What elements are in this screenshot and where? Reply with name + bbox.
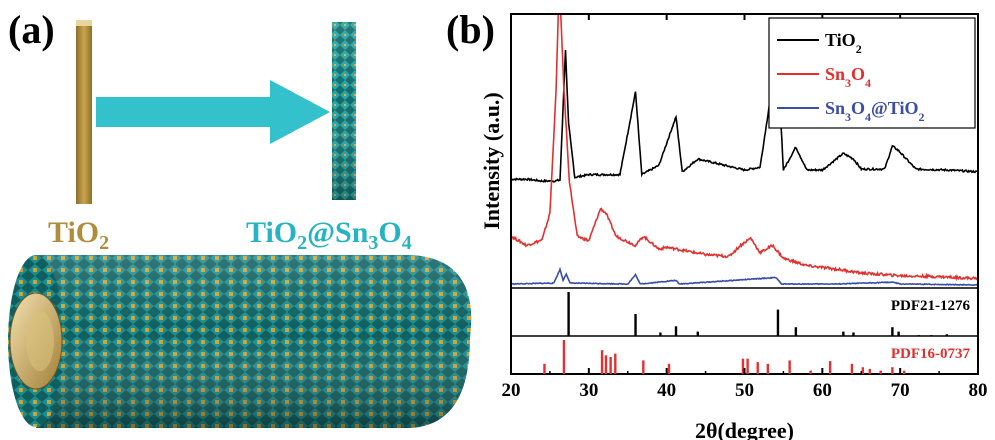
series-line-sn3o4_tio2 [511, 266, 978, 287]
tio2-sn3o4-label: TiO2@Sn3O4 [246, 216, 412, 254]
panel-a-label: (a) [8, 7, 55, 52]
x-tick-label-1: 30 [579, 380, 598, 401]
x-tick-label-2: 40 [657, 380, 676, 401]
nanorod-cylinder [8, 255, 472, 428]
x-tick-label-5: 70 [891, 380, 910, 401]
series-line-sn3o4 [511, 14, 978, 282]
x-tick-label-0: 20 [502, 380, 521, 401]
transform-arrow [96, 80, 330, 144]
tio2-rod [76, 24, 92, 204]
x-tick-label-6: 80 [969, 380, 988, 401]
x-axis-label: 2θ(degree) [695, 418, 794, 440]
x-tick-label-4: 60 [813, 380, 832, 401]
x-tick-label-3: 50 [735, 380, 754, 401]
legend-label-1: Sn3O4 [825, 64, 871, 90]
panel-a-illustration [8, 20, 472, 428]
panel-b-label: (b) [446, 7, 495, 52]
legend-label-0: TiO2 [825, 30, 862, 56]
y-axis-label: Intensity (a.u.) [479, 92, 504, 230]
ref-label-1: PDF16-0737 [891, 346, 971, 362]
ref-label-0: PDF21-1276 [891, 298, 971, 314]
series-line-tio2 [511, 49, 978, 184]
legend-label-2: Sn3O4@TiO2 [825, 98, 924, 124]
tio2-label: TiO2 [48, 216, 110, 254]
